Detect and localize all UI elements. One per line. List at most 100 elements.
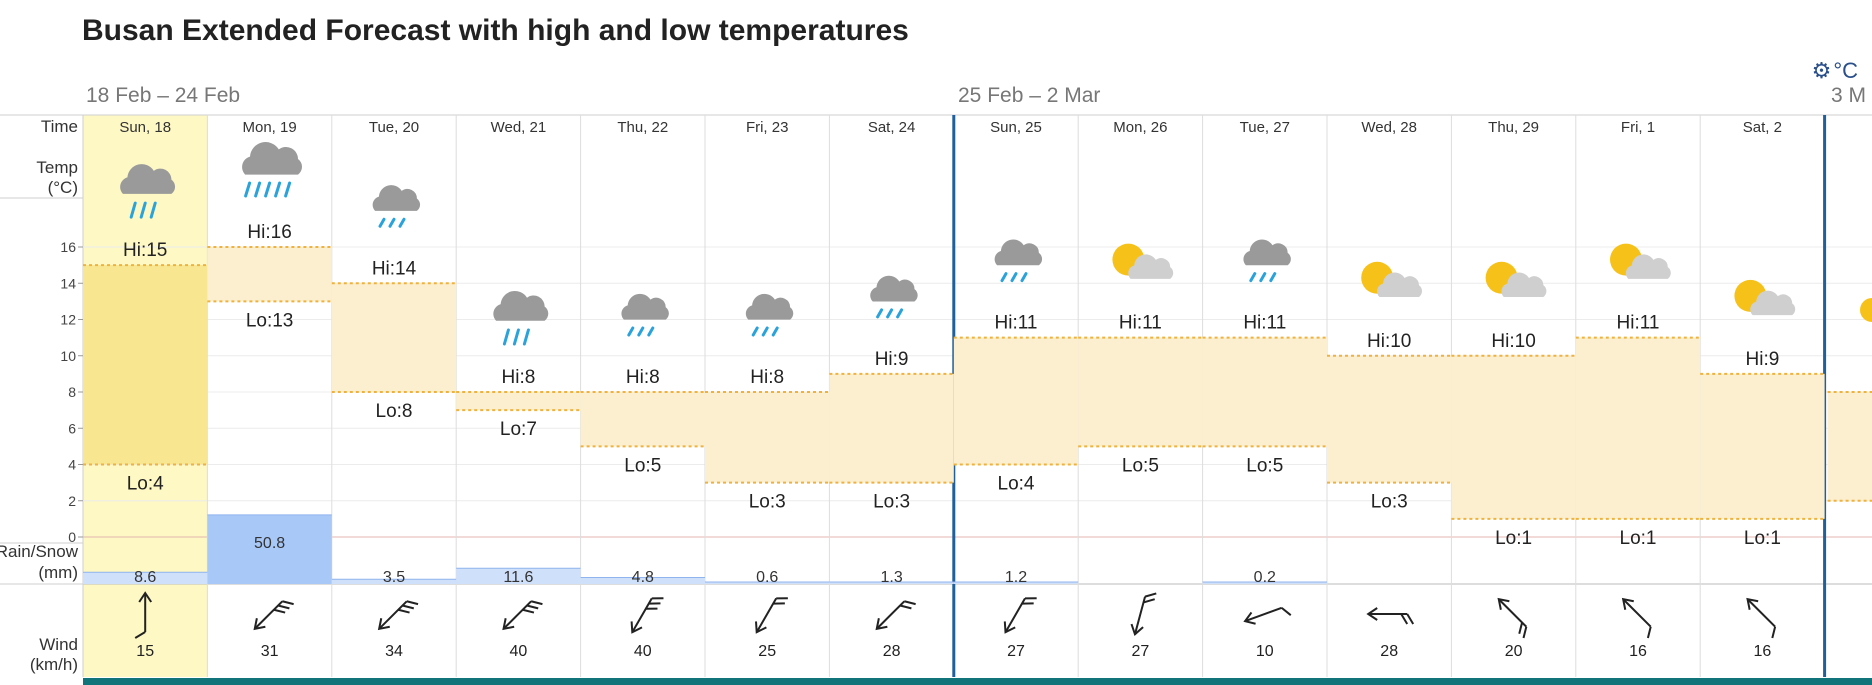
low-label: Lo:5 <box>1122 455 1159 476</box>
y-tick-label: 10 <box>60 348 76 364</box>
day-label: Tue, 27 <box>1240 119 1290 136</box>
wind-value: 28 <box>883 643 901 660</box>
temp-band <box>1327 355 1452 483</box>
rain-value: 3.5 <box>383 569 405 586</box>
wind-arrow-icon <box>134 591 153 639</box>
high-label: Hi:9 <box>1746 349 1780 370</box>
y-tick-label: 12 <box>60 312 76 328</box>
temp-band <box>207 247 332 302</box>
rain-bar <box>829 582 954 584</box>
rain-value: 1.3 <box>880 569 902 586</box>
day-label: Wed, 21 <box>491 119 547 136</box>
y-tick-label: 16 <box>60 239 76 255</box>
high-label: Hi:10 <box>1367 331 1411 352</box>
week-label-2: 25 Feb – 2 Mar <box>958 84 1101 107</box>
y-tick-label: 14 <box>60 275 76 291</box>
temp-band <box>1700 373 1825 519</box>
row-label-wind: Wind <box>39 635 78 654</box>
units-label: °C <box>1833 58 1858 83</box>
temp-band <box>580 392 705 447</box>
rain-icon <box>493 290 549 346</box>
partly-cloudy-icon <box>1361 261 1423 297</box>
day-label: Wed, 28 <box>1361 119 1417 136</box>
high-label: Hi:11 <box>1243 313 1286 334</box>
row-label-rain: Rain/Snow <box>0 542 79 561</box>
day-label: Sun, 18 <box>119 119 171 136</box>
temp-band <box>953 337 1079 465</box>
temp-band <box>829 373 954 483</box>
wind-arrow-icon <box>1497 597 1528 639</box>
day-label: Thu, 22 <box>617 119 668 136</box>
low-label: Lo:4 <box>127 474 164 495</box>
high-label: Hi:11 <box>1119 313 1162 334</box>
partly-cloudy-icon <box>1610 243 1671 279</box>
wind-arrow-icon <box>1003 597 1037 634</box>
bottom-bar <box>83 678 1872 685</box>
units-toggle[interactable]: ⚙°C <box>1812 58 1858 84</box>
day-label: Mon, 26 <box>1113 119 1167 136</box>
high-label: Hi:8 <box>626 367 660 388</box>
low-label: Lo:3 <box>1371 492 1408 513</box>
rain-bar <box>1202 582 1327 584</box>
high-label: Hi:11 <box>1617 313 1660 334</box>
rain-icon <box>120 164 176 219</box>
temp-band-next <box>1827 392 1872 501</box>
rain-value: 8.6 <box>134 569 156 586</box>
low-label: Lo:1 <box>1620 528 1657 549</box>
wind-arrow-icon <box>253 600 294 631</box>
rain-bar <box>456 568 581 584</box>
week-label-1: 18 Feb – 24 Feb <box>86 84 241 107</box>
low-label: Lo:7 <box>500 419 537 440</box>
gear-icon[interactable]: ⚙ <box>1811 58 1832 83</box>
wind-value: 31 <box>261 643 279 660</box>
day-label: Thu, 29 <box>1488 119 1539 136</box>
high-label: Hi:10 <box>1491 331 1535 352</box>
temp-band <box>1202 337 1327 447</box>
rain-value: 4.8 <box>632 569 654 586</box>
wind-arrow-icon <box>502 600 543 631</box>
rain-bar <box>331 579 457 584</box>
wind-value: 27 <box>1007 643 1025 660</box>
low-label: Lo:4 <box>998 474 1035 495</box>
rain-bar <box>207 514 332 584</box>
y-tick-label: 0 <box>68 529 76 545</box>
rain-value: 11.6 <box>503 569 533 586</box>
temp-band <box>1451 355 1576 519</box>
rain-value: 1.2 <box>1005 569 1027 586</box>
wind-arrow-icon <box>630 597 664 634</box>
rain-value: 0.2 <box>1254 569 1276 586</box>
rain-icon <box>1243 239 1291 283</box>
low-label: Lo:1 <box>1744 528 1781 549</box>
temp-band <box>1575 337 1701 519</box>
wind-value: 27 <box>1132 643 1150 660</box>
high-label: Hi:8 <box>502 367 536 388</box>
high-label: Hi:14 <box>372 258 417 279</box>
row-label-time: Time <box>41 117 78 136</box>
rain-icon <box>994 239 1043 283</box>
low-label: Lo:5 <box>624 455 661 476</box>
wind-value: 15 <box>136 643 154 660</box>
rain-icon <box>621 293 669 337</box>
row-label-temp-unit: (°C) <box>48 178 78 197</box>
high-label: Hi:16 <box>247 222 291 243</box>
low-label: Lo:3 <box>749 492 786 513</box>
temp-band <box>1078 337 1203 447</box>
day-label: Fri, 23 <box>746 119 789 136</box>
wind-arrow-icon <box>875 600 916 631</box>
y-tick-label: 8 <box>68 384 76 400</box>
wind-arrow-icon <box>377 600 419 631</box>
chart-title: Busan Extended Forecast with high and lo… <box>82 14 909 47</box>
partly-cloudy-icon <box>1734 279 1796 316</box>
high-label: Hi:8 <box>750 367 784 388</box>
wind-value: 20 <box>1505 643 1523 660</box>
row-label-rain-unit: (mm) <box>38 563 78 582</box>
rain-bar <box>705 582 830 584</box>
wind-value: 40 <box>510 643 528 660</box>
low-label: Lo:5 <box>1246 455 1283 476</box>
day-label: Fri, 1 <box>1621 119 1655 136</box>
day-label: Sat, 24 <box>868 119 916 136</box>
temp-band <box>83 265 208 465</box>
rain-bar <box>953 582 1079 584</box>
y-tick-label: 6 <box>68 420 76 436</box>
wind-value: 16 <box>1629 643 1647 660</box>
